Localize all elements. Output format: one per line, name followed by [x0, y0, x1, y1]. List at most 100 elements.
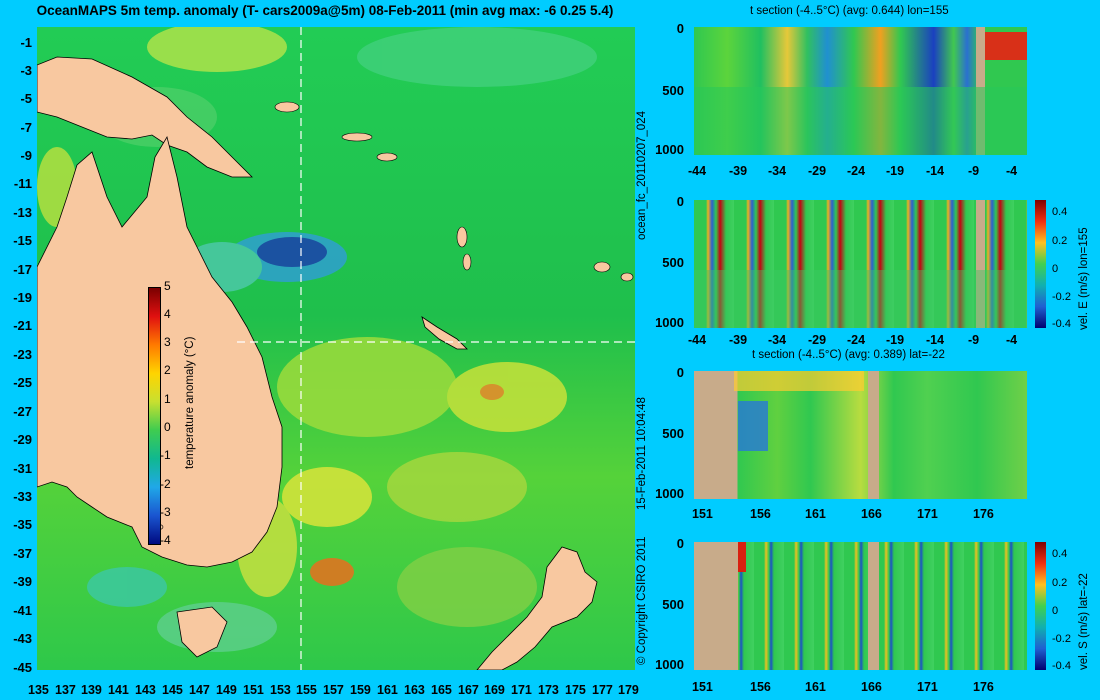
- lon-tick: 175: [565, 683, 586, 697]
- panel-velocity-south-lat22: [694, 542, 1027, 670]
- x-tick: 176: [973, 507, 994, 521]
- lon-tick: 157: [323, 683, 344, 697]
- lat-tick: -35: [13, 517, 32, 532]
- x-tick: -39: [729, 164, 748, 178]
- land-tasmania: [176, 606, 228, 658]
- x-tick: 171: [917, 680, 938, 694]
- cb-tick: -3: [160, 505, 171, 519]
- x-tick: -9: [968, 333, 980, 347]
- lon-tick: 143: [135, 683, 156, 697]
- section-land-mask: [694, 542, 738, 670]
- x-tick: -14: [926, 164, 945, 178]
- anomaly-features: [37, 27, 597, 652]
- lon-tick: 137: [55, 683, 76, 697]
- x-tick: 156: [750, 680, 771, 694]
- depth-tick: 1000: [655, 315, 684, 330]
- lon-tick: 155: [296, 683, 317, 697]
- x-tick: -19: [886, 333, 905, 347]
- x-tick: -44: [688, 333, 707, 347]
- x-tick: 151: [692, 680, 713, 694]
- lat-tick: -5: [20, 91, 32, 106]
- cb-tick: -1: [160, 448, 171, 462]
- warm-anomaly-patch: [985, 32, 1027, 60]
- panel-temp-section-lat22: [694, 371, 1027, 499]
- cb-tick: -0.4: [1052, 660, 1071, 672]
- cb-tick: 0.2: [1052, 235, 1068, 247]
- x-tick: 161: [805, 680, 826, 694]
- x-tick: -4: [1006, 333, 1018, 347]
- lon-tick: 169: [484, 683, 505, 697]
- land-new-zealand: [476, 546, 598, 670]
- cb-tick: -4: [160, 533, 171, 547]
- lat-tick: -21: [13, 318, 32, 333]
- cb-tick: -0.2: [1052, 291, 1071, 303]
- lon-tick: 171: [511, 683, 532, 697]
- depth-tick: 1000: [655, 486, 684, 501]
- cb-tick: 1: [164, 392, 171, 406]
- lon-tick: 161: [377, 683, 398, 697]
- x-tick: 171: [917, 507, 938, 521]
- depth-tick: 500: [662, 426, 684, 441]
- land-new-guinea: [37, 56, 253, 178]
- cb-tick: 0: [1052, 263, 1059, 275]
- temperature-anomaly-map: temperature anomaly (°C): [37, 27, 635, 670]
- lat-tick: -25: [13, 375, 32, 390]
- lat-tick: -7: [20, 120, 32, 135]
- lon-tick: 173: [538, 683, 559, 697]
- cb-tick: 0.4: [1052, 206, 1068, 218]
- x-tick: -34: [768, 333, 787, 347]
- x-tick: 166: [861, 507, 882, 521]
- lat-tick: -23: [13, 347, 32, 362]
- section-land-mask: [868, 542, 879, 670]
- depth-tick: 500: [662, 83, 684, 98]
- cold-anomaly-patch: [738, 401, 768, 451]
- lon-tick: 145: [162, 683, 183, 697]
- lon-tick: 153: [270, 683, 291, 697]
- panel-temp-section-lon155: [694, 27, 1027, 155]
- cb-tick: 5: [164, 279, 171, 293]
- lat-tick: -39: [13, 574, 32, 589]
- section-land-mask: [976, 200, 985, 328]
- deep-layer: [694, 87, 1027, 155]
- lat-tick: -43: [13, 631, 32, 646]
- lon-tick: 151: [243, 683, 264, 697]
- cb-tick: 3: [164, 335, 171, 349]
- lat-tick: -41: [13, 603, 32, 618]
- x-tick: 161: [805, 507, 826, 521]
- x-tick: -14: [926, 333, 945, 347]
- lon-tick: 141: [108, 683, 129, 697]
- velocity-e-colorbar: [1035, 200, 1046, 328]
- temperature-colorbar: [148, 287, 161, 545]
- lon-tick: 139: [81, 683, 102, 697]
- warm-surface-layer: [734, 371, 864, 391]
- lat-tick: -3: [20, 63, 32, 78]
- depth-tick: 1000: [655, 657, 684, 672]
- x-tick: 166: [861, 680, 882, 694]
- lon-tick: 149: [216, 683, 237, 697]
- lat-tick: -1: [20, 35, 32, 50]
- cb-tick: -0.4: [1052, 318, 1071, 330]
- lat-tick: -19: [13, 290, 32, 305]
- forecast-label: ocean_fc_20110207_024: [636, 111, 648, 240]
- velocity-s-colorbar: [1035, 542, 1046, 670]
- depth-tick: 0: [676, 365, 684, 380]
- velocity-s-label: vel. S (m/s) lat=-22: [1078, 573, 1090, 670]
- lon-tick: 167: [458, 683, 479, 697]
- x-tick: -9: [968, 164, 980, 178]
- lon-tick: 147: [189, 683, 210, 697]
- lon-tick: 177: [592, 683, 613, 697]
- depth-tick: 500: [662, 597, 684, 612]
- lon-tick: 159: [350, 683, 371, 697]
- main-title: OceanMAPS 5m temp. anomaly (T- cars2009a…: [36, 3, 614, 18]
- lat-tick: -11: [13, 176, 32, 191]
- lon-tick: 135: [28, 683, 49, 697]
- lat-tick: -37: [13, 546, 32, 561]
- deep-layer: [694, 270, 1027, 328]
- lat-tick: -13: [13, 205, 32, 220]
- velocity-e-label: vel. E (m/s) lon=155: [1078, 227, 1090, 330]
- x-tick: 156: [750, 507, 771, 521]
- lon-tick: 179: [618, 683, 639, 697]
- map-canvas: [37, 27, 635, 670]
- x-tick: -39: [729, 333, 748, 347]
- colorbar-label: temperature anomaly (°C): [184, 336, 196, 469]
